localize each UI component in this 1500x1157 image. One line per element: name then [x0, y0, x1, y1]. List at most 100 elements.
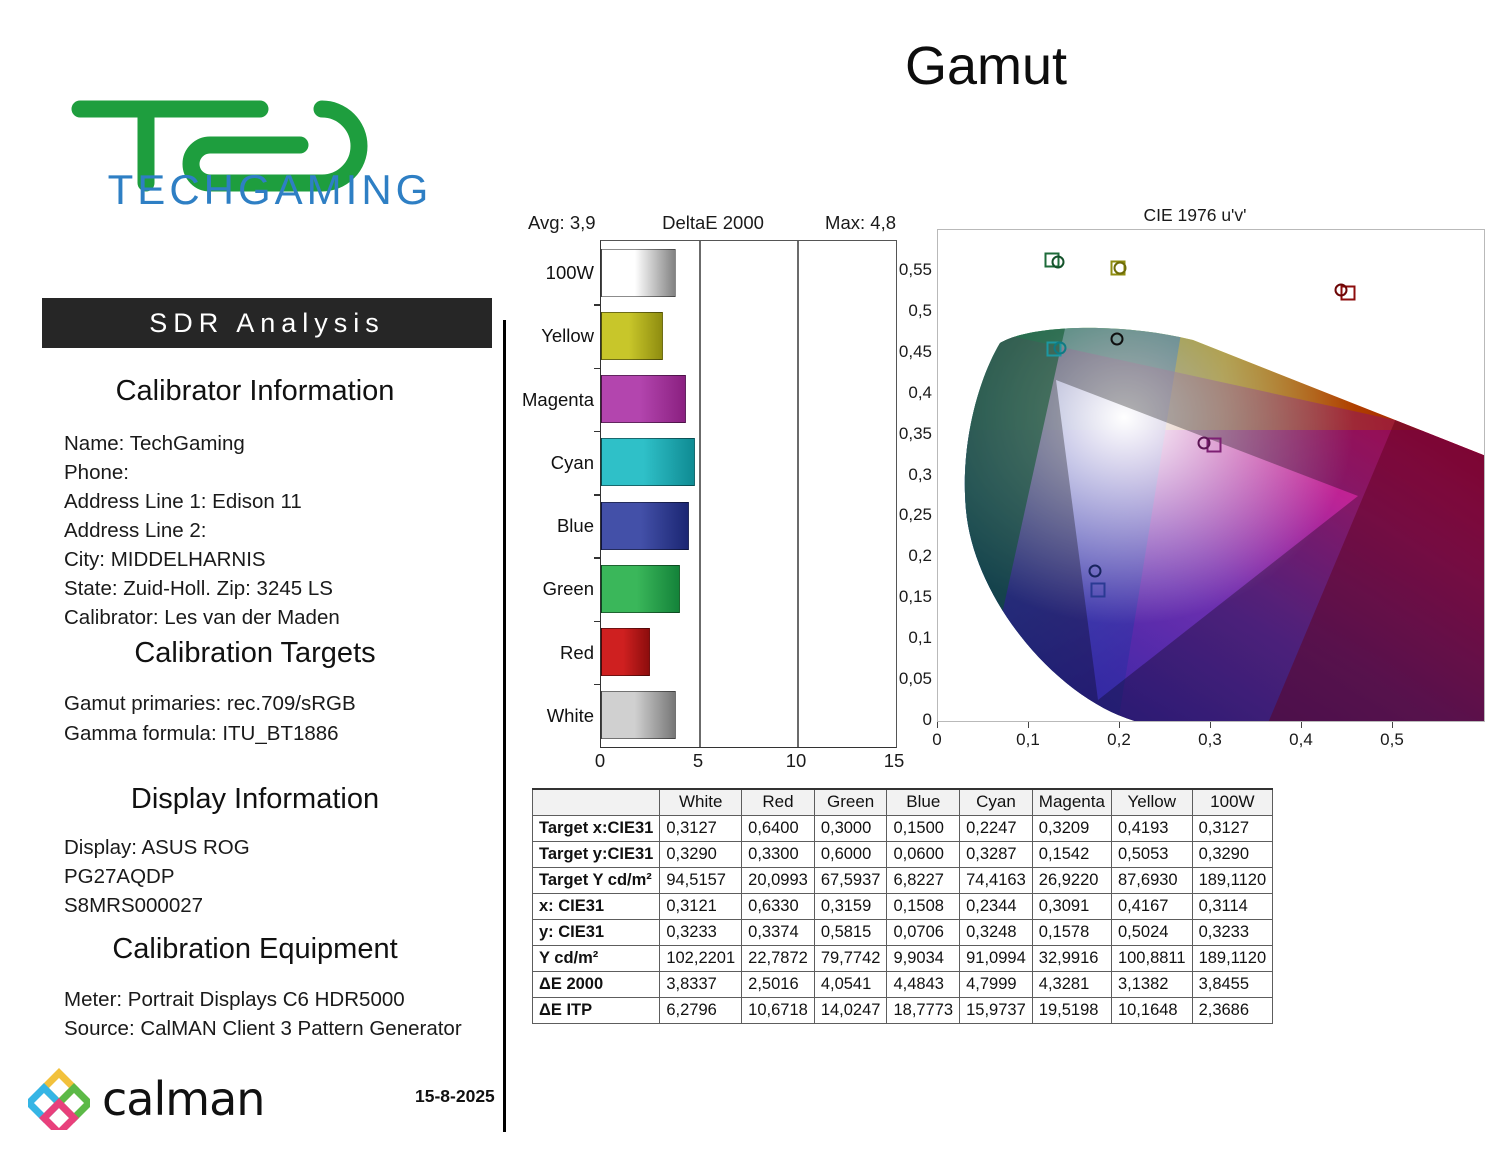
table-cell: 6,2796: [659, 996, 743, 1024]
table-cell: 0,3121: [659, 892, 743, 920]
deltae-bar-green: [601, 564, 681, 613]
calibrator-information-list: Name: TechGaming Phone: Address Line 1: …: [64, 429, 340, 632]
table-row-label: y: CIE31: [531, 918, 661, 946]
cie-y-tick-label: 0,5: [908, 300, 932, 320]
deltae-bar-red: [601, 628, 651, 677]
table-cell: 0,3159: [813, 892, 888, 920]
cie-marker-measured-magenta: [1197, 436, 1211, 450]
page-title: Gamut: [905, 36, 1068, 96]
cie-y-tick: [937, 435, 938, 436]
deltae-y-tick: [594, 430, 601, 433]
calibrator-line: Name: TechGaming: [64, 432, 245, 455]
table-cell: 189,1120: [1191, 866, 1274, 894]
table-cell: 10,1648: [1110, 996, 1193, 1024]
deltae-bar-row: [601, 431, 696, 494]
cie-y-tick-label: 0,4: [908, 382, 932, 402]
table-cell: 3,8337: [659, 970, 743, 998]
cie-x-tick: [937, 722, 938, 728]
calman-wordmark: calman: [102, 1072, 265, 1126]
deltae-bar-row: [601, 684, 677, 747]
out-of-gamut-shade: [964, 327, 1484, 721]
calman-diamond-svg: [24, 1068, 94, 1138]
cie-y-tick: [937, 312, 938, 313]
calibrator-line: Address Line 2:: [64, 519, 207, 542]
table-cell: 0,6400: [741, 814, 815, 842]
cie-marker-measured-cyan: [1053, 341, 1067, 355]
table-cell: 189,1120: [1191, 944, 1274, 972]
deltae-plot-area: 100W Yellow Magenta Cyan Blue Green Red White: [522, 240, 897, 748]
table-cell: 0,4193: [1110, 814, 1193, 842]
table-column-header-magenta: Magenta: [1031, 788, 1112, 816]
table-cell: 0,5053: [1110, 840, 1193, 868]
table-cell: 9,9034: [886, 944, 961, 972]
cie-y-tick-label: 0,45: [898, 341, 932, 361]
display-line: S8MRS000027: [64, 894, 204, 917]
table-cell: 0,3290: [659, 840, 743, 868]
table-cell: 3,1382: [1110, 970, 1193, 998]
deltae-category-label: Green: [542, 578, 594, 600]
table-cell: 15,9737: [959, 996, 1033, 1024]
cie-x-tick-label: 0,2: [1107, 730, 1131, 749]
cie-x-tick: [1392, 722, 1393, 728]
deltae-bar-row: [601, 621, 651, 684]
cie-x-tick-label: 0,3: [1198, 730, 1222, 749]
measurement-table: White Red Green Blue Cyan Magenta Yellow 100W T…: [531, 788, 1274, 1024]
cie-marker-measured-red: [1334, 283, 1348, 297]
table-column-header-green: Green: [813, 788, 888, 816]
calman-diamond-icon: [24, 1068, 94, 1138]
table-cell: 22,7872: [741, 944, 815, 972]
deltae-category-label: 100W: [545, 262, 594, 283]
calibration-equipment-list: Meter: Portrait Displays C6 HDR5000 Sour…: [64, 985, 462, 1043]
deltae-bar-yellow: [601, 311, 663, 360]
cie-x-tick: [1210, 722, 1211, 728]
table-row: Target x:CIE31 0,3127 0,6400 0,3000 0,1500 0,…: [531, 814, 1274, 842]
cie-y-tick: [937, 639, 938, 640]
cie-y-tick: [937, 680, 938, 681]
table-cell: 0,3248: [959, 918, 1033, 946]
display-line: Display: ASUS ROG: [64, 836, 250, 859]
table-cell: 0,3209: [1031, 814, 1112, 842]
deltae-max-label: Max: 4,8: [825, 212, 896, 233]
sdr-analysis-banner: SDR Analysis: [42, 298, 492, 348]
table-cell: 19,5198: [1031, 996, 1112, 1024]
deltae-x-axis: 0 5 10 15: [595, 750, 904, 776]
deltae-category-label: Blue: [556, 515, 594, 536]
cie-y-tick: [937, 394, 938, 395]
table-column-header-yellow: Yellow: [1110, 788, 1193, 816]
calibrator-information-heading: Calibrator Information: [115, 375, 395, 407]
calibrator-line: Calibrator: Les van der Maden: [64, 606, 340, 629]
deltae-x-tick-label: 0: [594, 750, 606, 771]
table-cell: 0,3114: [1191, 892, 1274, 920]
cie-x-tick-label: 0,4: [1289, 730, 1313, 749]
calibration-targets-list: Gamut primaries: rec.709/sRGB Gamma form…: [64, 689, 356, 749]
cie-marker-target-blue: [1090, 582, 1106, 598]
table-cell: 4,4843: [886, 970, 961, 998]
cie-x-tick: [1301, 722, 1302, 728]
cie-y-tick-label: 0,35: [898, 423, 932, 443]
table-cell: 0,6000: [813, 840, 888, 868]
deltae-x-tick-label: 5: [692, 750, 704, 771]
deltae-chart-title: DeltaE 2000: [662, 212, 764, 233]
deltae-category-label: Red: [560, 641, 594, 663]
target-line: Gamma formula: ITU_BT1886: [64, 722, 339, 745]
table-cell: 10,6718: [741, 996, 815, 1024]
table-cell: 0,1500: [886, 814, 961, 842]
cie-marker-measured-white: [1110, 332, 1124, 346]
left-info-panel: TECHGAMING SDR Analysis Calibrator Infor…: [0, 0, 506, 1157]
cie1976-chart: CIE 1976 u'v': [899, 205, 1485, 775]
table-cell: 14,0247: [813, 996, 888, 1024]
table-cell: 4,7999: [959, 970, 1033, 998]
cie-x-tick-label: 0,5: [1380, 730, 1404, 749]
deltae-bar-magenta: [601, 375, 686, 424]
cie-x-axis: 0 0,1 0,2 0,3 0,4 0,5: [932, 722, 1485, 752]
table-cell: 0,3290: [1191, 840, 1274, 868]
cie-x-tick: [1028, 722, 1029, 728]
display-information-list: Display: ASUS ROG PG27AQDP S8MRS000027: [64, 833, 250, 920]
table-cell: 91,0994: [959, 944, 1033, 972]
table-cell: 100,8811: [1110, 944, 1193, 972]
cie-y-tick-label: 0,2: [908, 546, 932, 566]
table-cell: 2,3686: [1191, 996, 1274, 1024]
table-cell: 0,1542: [1031, 840, 1112, 868]
table-cell: 0,2247: [959, 814, 1033, 842]
report-date: 15-8-2025: [415, 1086, 495, 1106]
